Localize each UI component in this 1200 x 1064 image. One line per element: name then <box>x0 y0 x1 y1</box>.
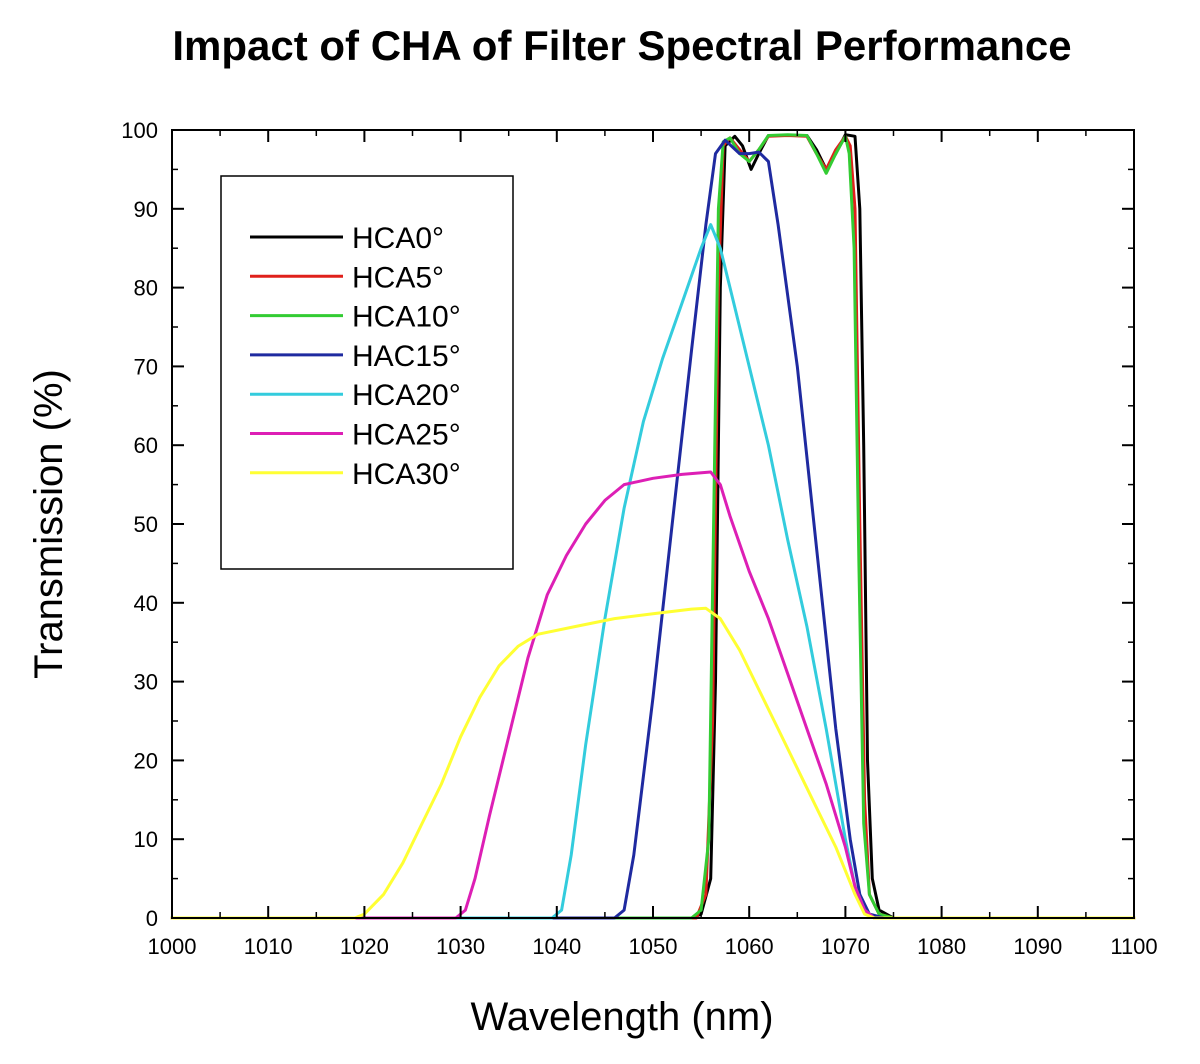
x-tick-label: 1060 <box>725 934 774 959</box>
y-tick-label: 30 <box>134 670 158 695</box>
legend: HCA0° HCA5° HCA10° HAC15° HCA20° HCA25° HCA30° <box>220 175 514 570</box>
legend-label-5: HCA25° <box>352 419 461 452</box>
series-line-3 <box>170 138 1136 920</box>
y-tick-label: 10 <box>134 827 158 852</box>
y-tick-label: 40 <box>134 591 158 616</box>
y-tick-label: 50 <box>134 512 158 537</box>
x-axis-title: Wavelength (nm) <box>470 995 773 1039</box>
x-tick-label: 1040 <box>532 934 581 959</box>
x-tick-label: 1070 <box>821 934 870 959</box>
x-tick-label: 1020 <box>340 934 389 959</box>
series-line-5 <box>170 470 1136 920</box>
y-tick-label: 70 <box>134 354 158 379</box>
x-tick-label: 1080 <box>917 934 966 959</box>
x-tick-label: 1030 <box>436 934 485 959</box>
x-tick-label: 1010 <box>244 934 293 959</box>
legend-label-6: HCA30° <box>352 458 461 491</box>
legend-label-2: HCA10° <box>352 301 461 334</box>
y-tick-label: 0 <box>146 906 158 931</box>
legend-label-4: HCA20° <box>352 379 461 412</box>
x-tick-label: 1000 <box>148 934 197 959</box>
y-tick-label: 60 <box>134 433 158 458</box>
y-tick-label: 20 <box>134 748 158 773</box>
series-line-4 <box>170 223 1136 920</box>
y-tick-label: 80 <box>134 276 158 301</box>
y-tick-label: 90 <box>134 197 158 222</box>
legend-label-1: HCA5° <box>352 261 444 294</box>
legend-label-3: HAC15° <box>352 340 461 373</box>
legend-label-0: HCA0° <box>352 222 444 255</box>
x-tick-label: 1100 <box>1110 934 1157 959</box>
axis-ticks-group <box>171 129 1135 919</box>
y-tick-label: 100 <box>121 118 158 143</box>
legend-box <box>220 175 514 570</box>
series-line-6 <box>170 606 1136 920</box>
x-tick-label: 1090 <box>1013 934 1062 959</box>
y-axis-title: Transmission (%) <box>27 369 71 679</box>
chart-title: Impact of CHA of Filter Spectral Perform… <box>172 22 1071 69</box>
x-tick-label: 1050 <box>629 934 678 959</box>
tick-labels-group: 1000 1010 1020 1030 1040 1050 1060 1070 1080 1090… <box>121 118 1157 959</box>
